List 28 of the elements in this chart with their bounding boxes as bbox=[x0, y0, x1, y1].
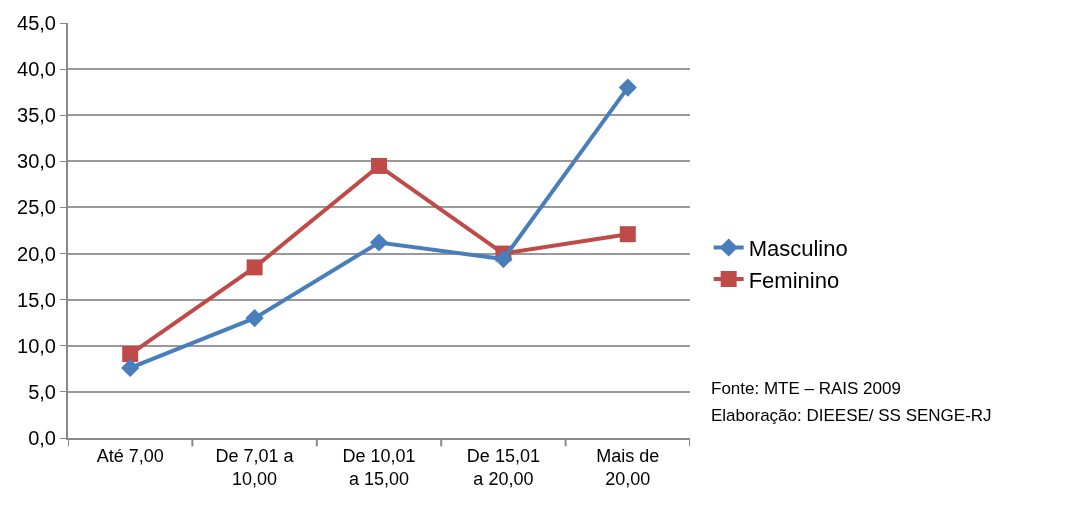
point bbox=[369, 233, 389, 252]
y-tick-label: 20,0 bbox=[17, 242, 56, 265]
legend-label: Masculino bbox=[748, 236, 848, 262]
source-note: Fonte: MTE – RAIS 2009 bbox=[711, 379, 901, 398]
y-tick-label: 0,0 bbox=[28, 427, 56, 449]
y-tick-label: 45,0 bbox=[17, 12, 56, 34]
x-tick-label: Mais de 20,00 bbox=[596, 445, 660, 489]
point bbox=[121, 358, 140, 378]
x-tick-label: Até 7,00 bbox=[96, 445, 164, 466]
y-tick-label: 40,0 bbox=[17, 58, 56, 81]
text: Elaboração: DIEESE/ SS SENGE-RJ bbox=[711, 406, 992, 425]
y-tick-label: 15,0 bbox=[17, 288, 56, 311]
point bbox=[371, 157, 387, 174]
y-tick-label: 30,0 bbox=[17, 150, 56, 173]
point bbox=[618, 78, 637, 97]
x-tick-label: De 7,01 a 10,00 bbox=[215, 445, 295, 489]
point bbox=[245, 309, 264, 328]
legend-label: Feminino bbox=[748, 267, 840, 293]
y-tick-label: 35,0 bbox=[17, 104, 56, 127]
y-tick-label: 5,0 bbox=[28, 380, 56, 403]
x-tick-label: De 15,01 a 20,00 bbox=[466, 445, 540, 489]
y-tick-label: 10,0 bbox=[17, 334, 56, 357]
x-tick-label: De 10,01 a 15,00 bbox=[342, 445, 416, 489]
point bbox=[619, 226, 636, 243]
point bbox=[494, 249, 513, 269]
point bbox=[122, 346, 139, 363]
y-tick-label: 25,0 bbox=[17, 196, 56, 219]
point bbox=[246, 259, 263, 276]
